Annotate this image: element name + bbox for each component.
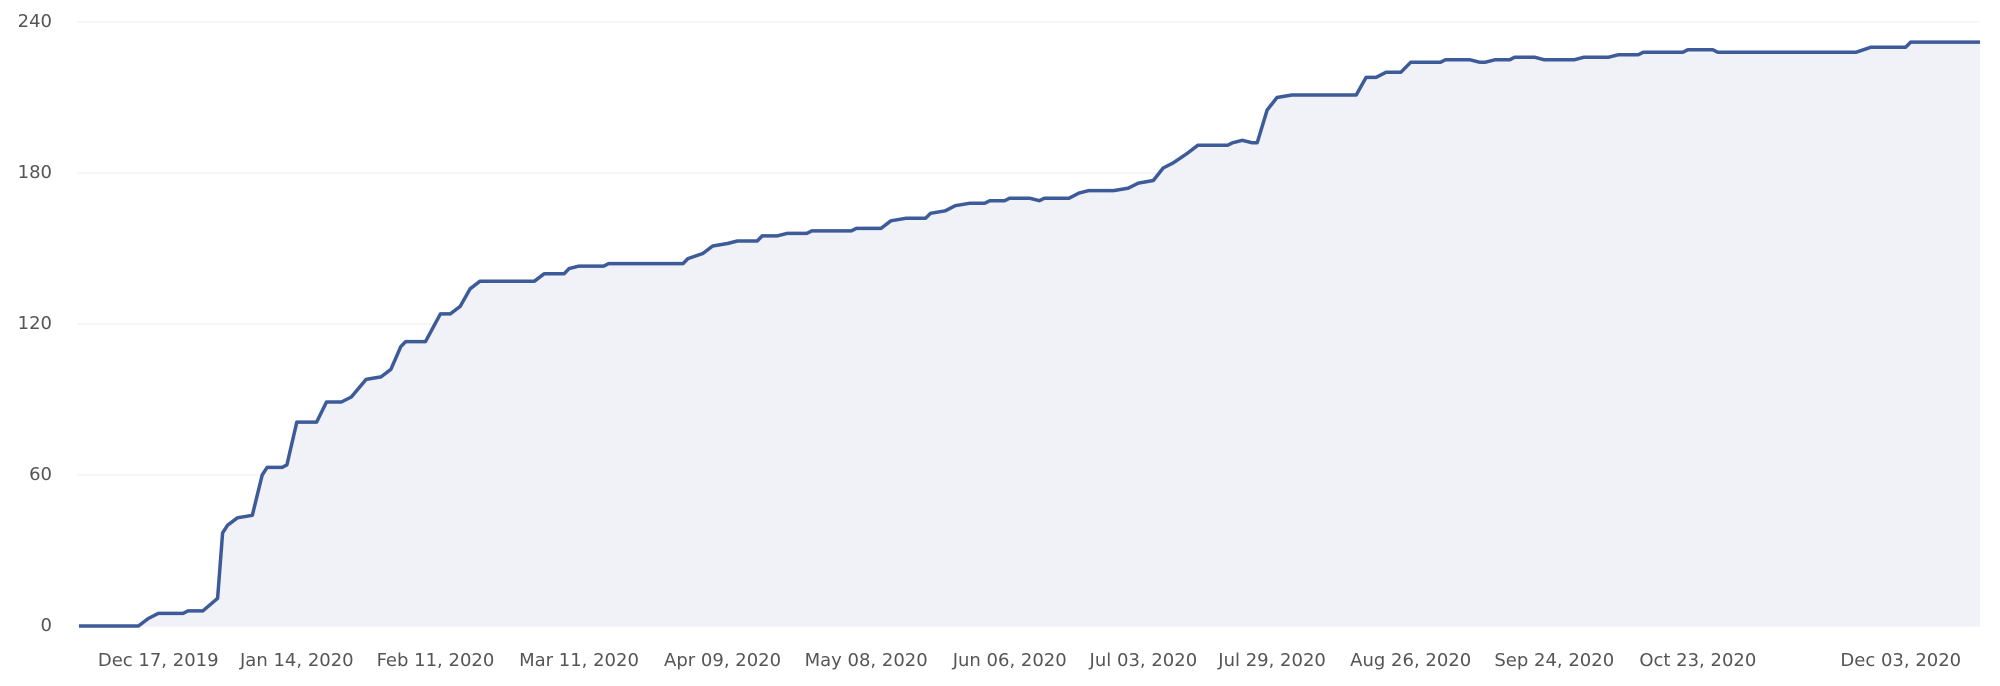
x-tick-label: Apr 09, 2020	[664, 650, 781, 671]
x-tick-label: Dec 03, 2020	[1840, 650, 1961, 671]
y-tick-label: 120	[18, 313, 52, 334]
x-tick-label: Feb 11, 2020	[377, 650, 495, 671]
y-tick-label: 60	[29, 464, 52, 485]
x-tick-label: Mar 11, 2020	[519, 650, 639, 671]
line	[79, 40, 1980, 628]
x-tick-label: Jun 06, 2020	[952, 650, 1067, 671]
x-tick-label: Jul 29, 2020	[1217, 650, 1326, 671]
y-tick-label: 240	[18, 11, 52, 32]
y-tick-label: 0	[41, 615, 52, 636]
x-tick-label: Oct 23, 2020	[1639, 650, 1756, 671]
x-tick-label: Jul 03, 2020	[1089, 650, 1198, 671]
x-tick-label: Dec 17, 2019	[98, 650, 219, 671]
y-tick-label: 180	[18, 162, 52, 183]
x-tick-label: Jan 14, 2020	[239, 650, 354, 671]
area	[79, 42, 1980, 627]
x-tick-label: Sep 24, 2020	[1494, 650, 1614, 671]
x-tick-label: May 08, 2020	[805, 650, 928, 671]
x-tick-label: Aug 26, 2020	[1350, 650, 1471, 671]
